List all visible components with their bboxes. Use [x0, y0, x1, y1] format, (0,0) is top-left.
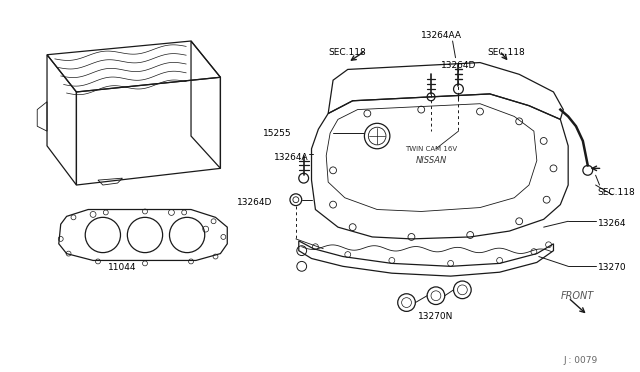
Text: 13270: 13270 [598, 263, 626, 272]
Text: 13270N: 13270N [418, 312, 454, 321]
Text: 13264D: 13264D [441, 61, 476, 70]
Text: 13264D: 13264D [237, 198, 273, 207]
Text: FRONT: FRONT [561, 291, 593, 301]
Text: SEC.118: SEC.118 [328, 48, 366, 57]
Text: NISSAN: NISSAN [415, 156, 447, 165]
Text: SEC.118: SEC.118 [598, 188, 636, 197]
Text: 13264A: 13264A [275, 153, 309, 162]
Text: SEC.118: SEC.118 [488, 48, 525, 57]
Text: J : 0079: J : 0079 [563, 356, 598, 365]
Text: TWIN CAM 16V: TWIN CAM 16V [405, 146, 457, 152]
Text: 15255: 15255 [263, 129, 292, 138]
Text: 13264: 13264 [598, 219, 626, 228]
Text: 11044: 11044 [108, 263, 137, 272]
Text: 13264AA: 13264AA [421, 31, 462, 40]
